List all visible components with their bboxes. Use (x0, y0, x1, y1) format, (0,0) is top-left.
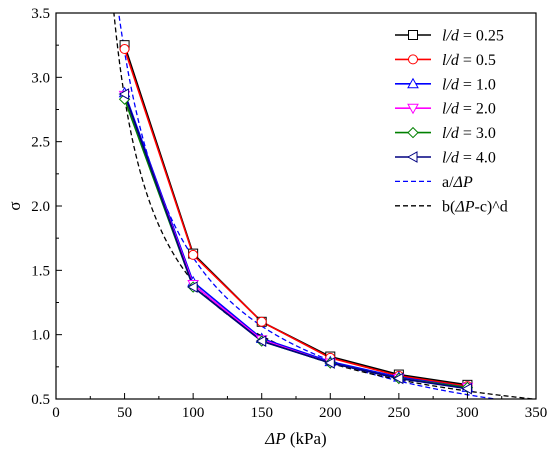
data-point (187, 281, 198, 293)
legend-label-prefix: b( (442, 198, 455, 215)
data-point (461, 382, 472, 395)
legend-label: l/d = 1.0 (442, 76, 496, 93)
y-axis-title: σ (5, 201, 24, 210)
legend-label-value: = 0.25 (459, 28, 504, 45)
x-tick-label: 0 (52, 405, 60, 421)
x-tick-label: 250 (388, 405, 411, 421)
y-tick-label: 0.5 (31, 392, 50, 408)
series-line-1 (123, 48, 468, 387)
y-tick-label: 1.5 (31, 263, 50, 279)
legend-marker (406, 151, 418, 163)
y-tick-label: 3.0 (31, 70, 50, 86)
x-axis-title: ΔP (kPa) (264, 429, 326, 448)
x-axis-title-unit: (kPa) (286, 429, 327, 448)
x-tick-label: 100 (182, 405, 205, 421)
legend-label-var: l/d (442, 52, 460, 69)
legend-marker (407, 103, 419, 115)
data-point (119, 44, 130, 55)
legend-label: l/d = 2.0 (442, 101, 496, 118)
data-point (255, 335, 267, 347)
legend-label-value: = 4.0 (459, 150, 496, 167)
fit-curve-0 (118, 15, 495, 399)
x-tick-label: 50 (117, 405, 132, 421)
legend-label-var: l/d (442, 76, 460, 93)
legend-label: l/d = 4.0 (442, 150, 496, 167)
legend-label: l/d = 3.0 (442, 125, 496, 142)
x-tick-label: 300 (456, 405, 479, 421)
y-tick-label: 2.5 (31, 135, 50, 151)
legend-label-var: l/d (442, 150, 460, 167)
legend-label: l/d = 0.25 (442, 28, 504, 45)
y-tick-label: 1.0 (31, 328, 50, 344)
legend-marker (407, 77, 419, 89)
legend-label-value: = 1.0 (459, 76, 496, 93)
x-tick-label: 350 (525, 405, 548, 421)
data-point (188, 249, 199, 260)
series-line-0 (123, 44, 468, 386)
legend-label-value: = 2.0 (459, 101, 496, 118)
data-point (392, 372, 404, 385)
legend-label: l/d = 0.5 (442, 52, 496, 69)
data-point (324, 357, 335, 369)
axis-ticks: 0 50 100 150 200 250 300 350 0.5 1.0 1.5 2.0 2.5 3.0 3… (31, 6, 547, 421)
legend-label-prefix: a/ (442, 174, 454, 191)
y-tick-label: 2.0 (31, 199, 50, 215)
legend-label: b(ΔP-c)^d (442, 198, 508, 215)
x-tick-label: 150 (250, 405, 273, 421)
data-point (118, 88, 130, 100)
series-line-5 (123, 93, 468, 390)
legend-marker (408, 54, 418, 65)
legend-label-var: ΔP (454, 198, 474, 215)
x-tick-label: 200 (319, 405, 342, 421)
data-point (256, 316, 267, 327)
series-line-2 (123, 92, 468, 389)
legend-label-var: l/d (442, 28, 460, 45)
data-markers (118, 40, 474, 395)
series-line-4 (123, 98, 468, 389)
legend-marker (408, 30, 418, 40)
legend-label-value: = 0.5 (459, 52, 496, 69)
data-series (123, 44, 468, 390)
y-tick-label: 3.5 (31, 6, 50, 22)
legend-label-suffix: -c)^d (475, 198, 508, 215)
legend-label-var: l/d (442, 101, 460, 118)
legend-label-value: = 3.0 (459, 125, 496, 142)
legend-label-var: ΔP (453, 174, 473, 191)
x-axis-title-var: ΔP (264, 429, 285, 448)
legend: l/d = 0.25l/d = 0.5l/d = 1.0l/d = 2.0l/d… (395, 28, 508, 215)
legend-marker (407, 126, 419, 139)
legend-label-var: l/d (442, 125, 460, 142)
legend-label: a/ΔP (442, 174, 473, 191)
